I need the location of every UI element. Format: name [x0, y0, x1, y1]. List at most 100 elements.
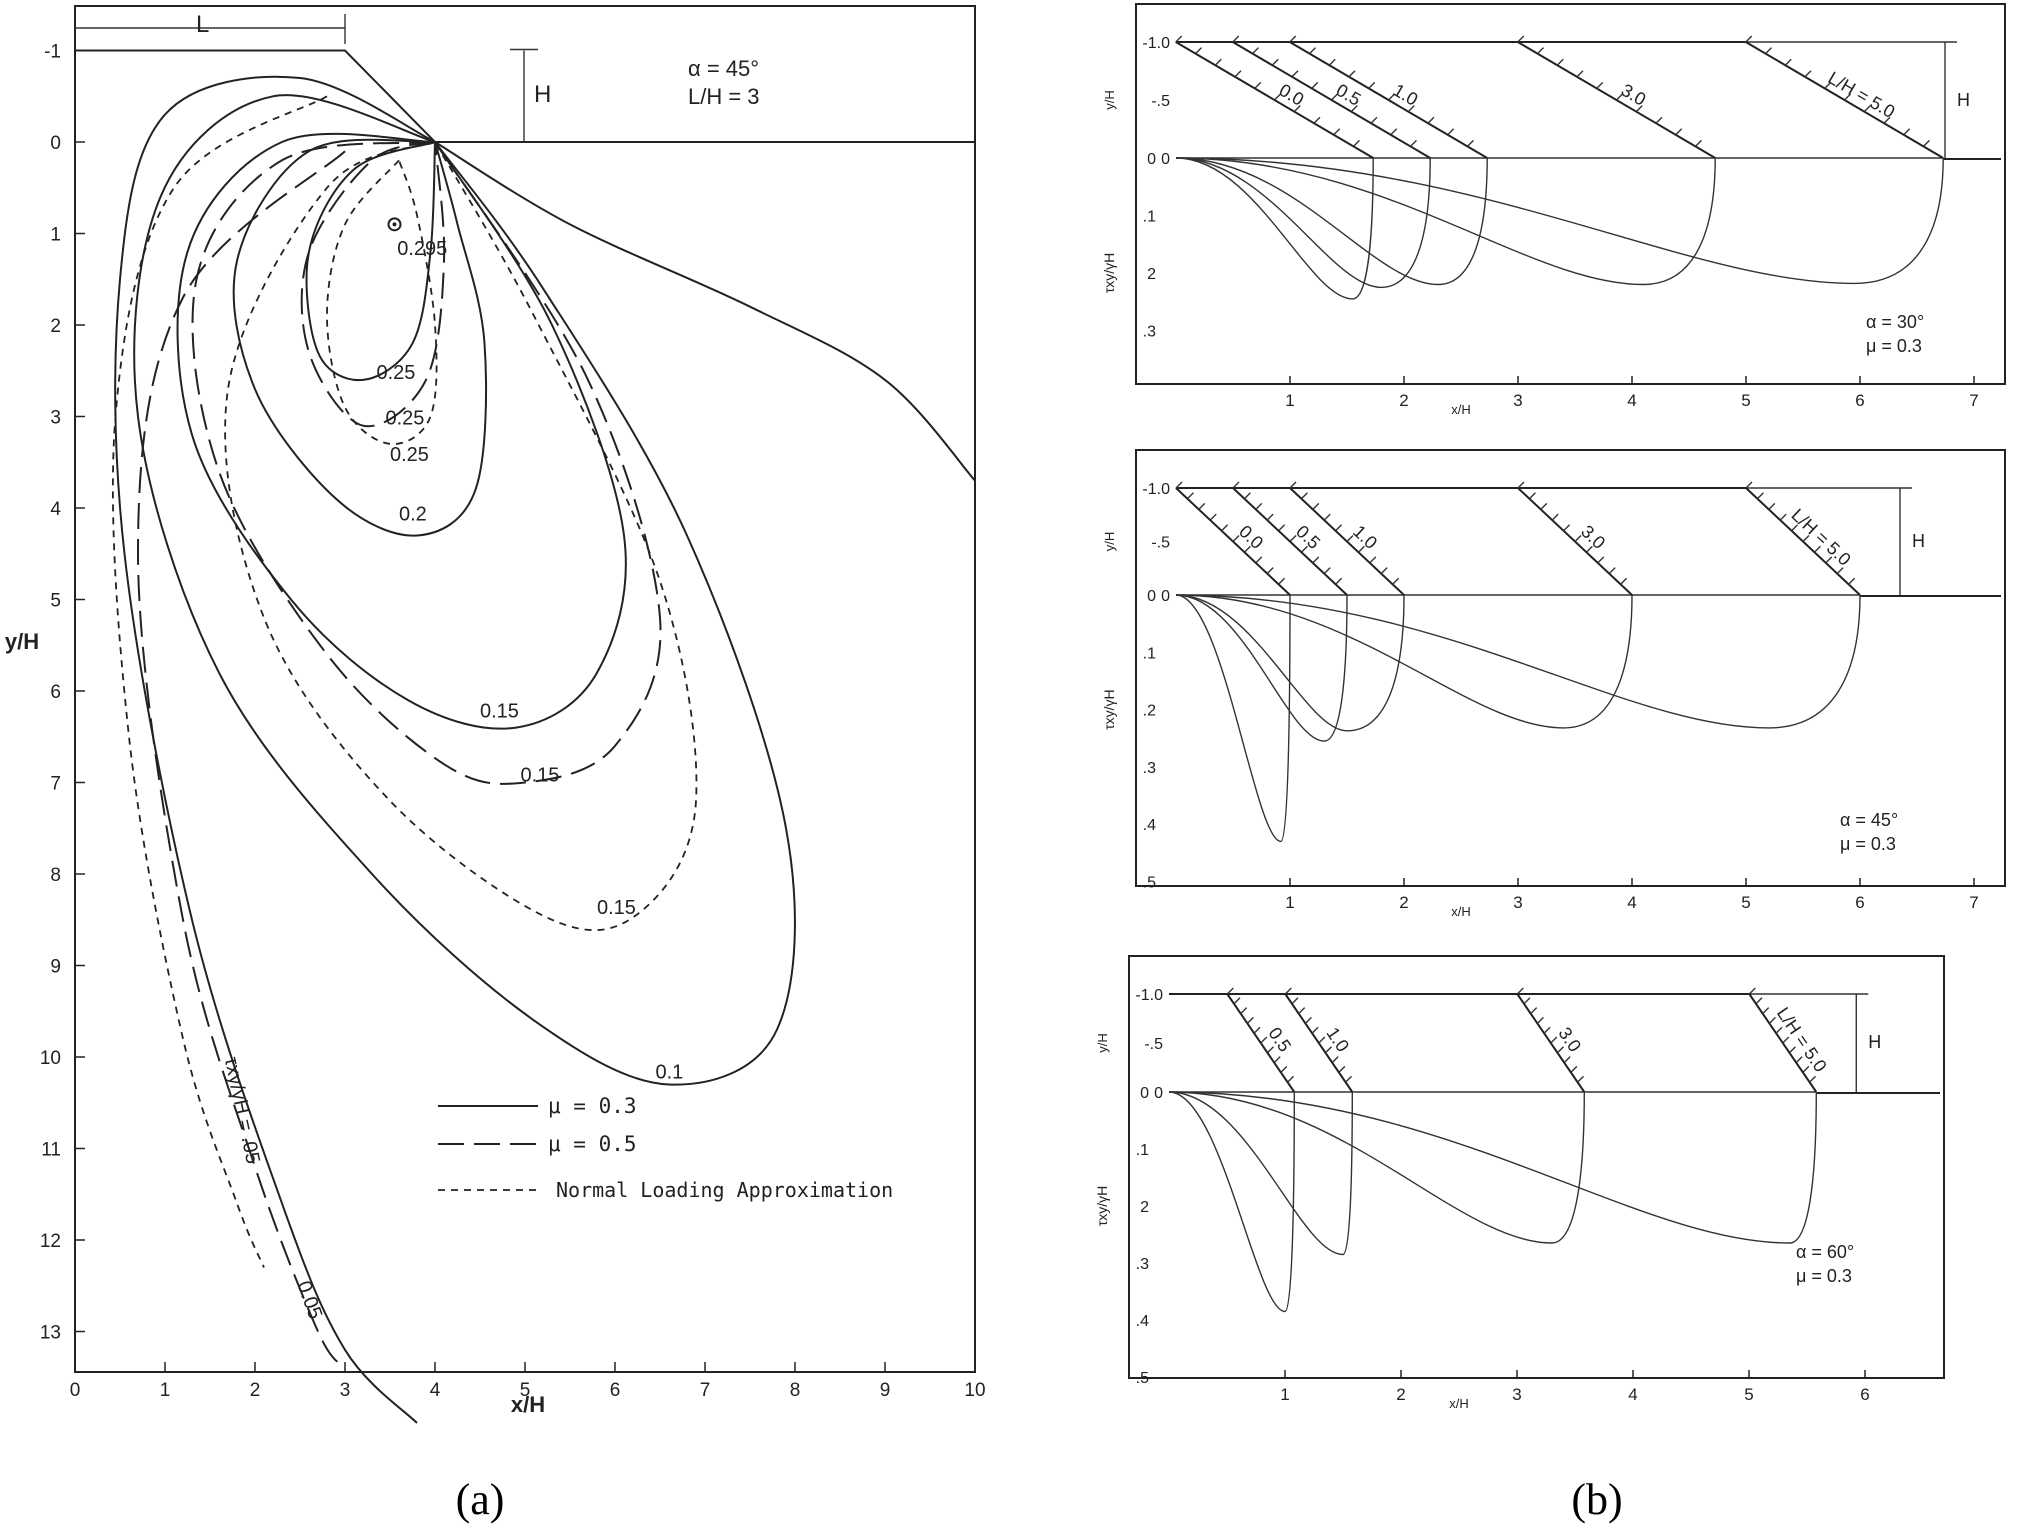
slope-hatch: [1570, 1065, 1578, 1073]
x-tick-label: 3: [1512, 1385, 1521, 1404]
slope-hatch: [1784, 58, 1792, 66]
slope-hatch: [1596, 81, 1604, 89]
stress-tick-label: 2: [1140, 1199, 1149, 1216]
x-tick-label: 5: [520, 1380, 531, 1401]
y-tick-label: 1: [50, 225, 61, 246]
contour-label: 0.1: [656, 1062, 684, 1084]
stress-tick-label: .1: [1143, 209, 1156, 226]
x-tick-label: 5: [1741, 893, 1750, 912]
stress-curve: [1175, 157, 1374, 300]
x-tick-label: 1: [1280, 1385, 1289, 1404]
panel-frame: [1135, 3, 2006, 385]
y-tick-label: -1: [44, 42, 61, 63]
slope-hatch: [1530, 1007, 1538, 1015]
slope-hatch: [1300, 492, 1308, 500]
slope-hatch: [1312, 502, 1320, 510]
slope-hatch: [1289, 481, 1297, 489]
x-tick-label: 6: [1855, 893, 1864, 912]
y-tick-label: 6: [50, 682, 61, 703]
slope-hatch: [1324, 1046, 1332, 1054]
max-point-dot: [392, 222, 397, 227]
slope-hatch: [1517, 35, 1525, 43]
slope-hatch: [1447, 128, 1455, 136]
slope-hatch: [1331, 1056, 1339, 1064]
y-tick-label: 4: [50, 499, 61, 520]
legend-short-dash-label: Normal Loading Approximation: [556, 1178, 893, 1202]
stress-axis-label: τxy/γH: [1101, 689, 1117, 730]
slope-hatch: [1537, 47, 1545, 55]
slope-hatch: [1333, 128, 1341, 136]
contour-0.05-solid: [114, 75, 436, 1424]
panel-frame: [1128, 955, 1945, 1379]
stress-tick-label: .4: [1136, 1313, 1149, 1330]
height-tick-label: -.5: [1151, 93, 1170, 110]
contour-label: 0.25: [386, 408, 425, 430]
y-tick-label: 11: [41, 1140, 61, 1161]
slope-hatch: [1809, 1075, 1817, 1083]
slope-hatch: [1289, 535, 1297, 542]
slope-hatch: [1234, 70, 1242, 78]
stress-tick-label: 0: [1140, 1085, 1149, 1102]
slope-hatch: [1556, 1046, 1564, 1054]
stress-tick-label: 0: [1147, 588, 1156, 605]
contour-label: 0.15: [521, 764, 560, 786]
slope-hatch: [1232, 481, 1240, 489]
slope-hatch: [1240, 1007, 1248, 1015]
panel-param-label: μ = 0.3: [1840, 834, 1896, 854]
y-tick-label: 5: [50, 591, 61, 612]
slope-hatch: [1243, 492, 1251, 500]
upper-y-axis-label: y/H: [1095, 1033, 1110, 1053]
slope-hatch: [1311, 81, 1319, 89]
slope-hatch: [1345, 1075, 1353, 1083]
slope-hatch: [1540, 502, 1548, 510]
stress-curve: [1175, 594, 1861, 729]
y-tick-label: 7: [50, 774, 61, 795]
upper-y-axis-label: y/H: [1102, 90, 1117, 110]
slope-hatch: [1253, 1026, 1261, 1034]
slope-hatch: [1304, 1016, 1312, 1024]
slope-hatch: [1675, 128, 1683, 136]
slope-hatch: [1352, 139, 1360, 147]
H-label: H: [1957, 90, 1970, 110]
slope-hatch: [1232, 535, 1240, 542]
slope-hatch: [1280, 1065, 1288, 1073]
slope-hatch: [1266, 513, 1274, 521]
height-tick-label: -.5: [1151, 535, 1170, 552]
contour-label: 0.2: [399, 504, 427, 526]
x-tick-label: 10: [964, 1380, 985, 1401]
slope-hatch: [1243, 545, 1251, 553]
panel-param-label: α = 60°: [1796, 1242, 1854, 1262]
height-tick-label: -.5: [1144, 1036, 1163, 1053]
slope-hatch: [1576, 70, 1584, 78]
slope-hatch: [1824, 81, 1832, 89]
x-tick-label: 8: [790, 1380, 801, 1401]
upper-y-axis-label: y/H: [1102, 532, 1117, 552]
y-tick-label: 0: [50, 133, 61, 154]
x-tick-label: 4: [1627, 391, 1636, 410]
contour-0.1-solid: [133, 94, 796, 1086]
y-tick-label: 2: [50, 316, 61, 337]
slope-hatch: [1387, 93, 1395, 101]
slope-hatch: [1346, 535, 1354, 542]
stress-curve: [1175, 594, 1291, 843]
slope-hatch: [1795, 1056, 1803, 1064]
y-tick-label: 12: [40, 1231, 61, 1252]
slope-hatch: [1300, 545, 1308, 553]
series-label: 3.0: [1618, 80, 1650, 110]
stress-tick-label: .2: [1143, 703, 1156, 720]
x-tick-label: 1: [1285, 391, 1294, 410]
slope-hatch: [1175, 35, 1183, 43]
slope-hatch: [1466, 139, 1474, 147]
panel-a-y-axis-label: y/H: [5, 629, 39, 654]
x-tick-label: 5: [1744, 1385, 1753, 1404]
slope-hatch: [1370, 116, 1378, 124]
slope-hatch: [1252, 47, 1260, 55]
contour-label: 0.05: [292, 1278, 326, 1322]
x-axis-label: x/H: [1451, 402, 1471, 417]
slope-hatch: [1186, 492, 1194, 500]
contour-0.05-long-dash: [136, 150, 346, 1369]
slope-hatch: [1328, 58, 1336, 66]
